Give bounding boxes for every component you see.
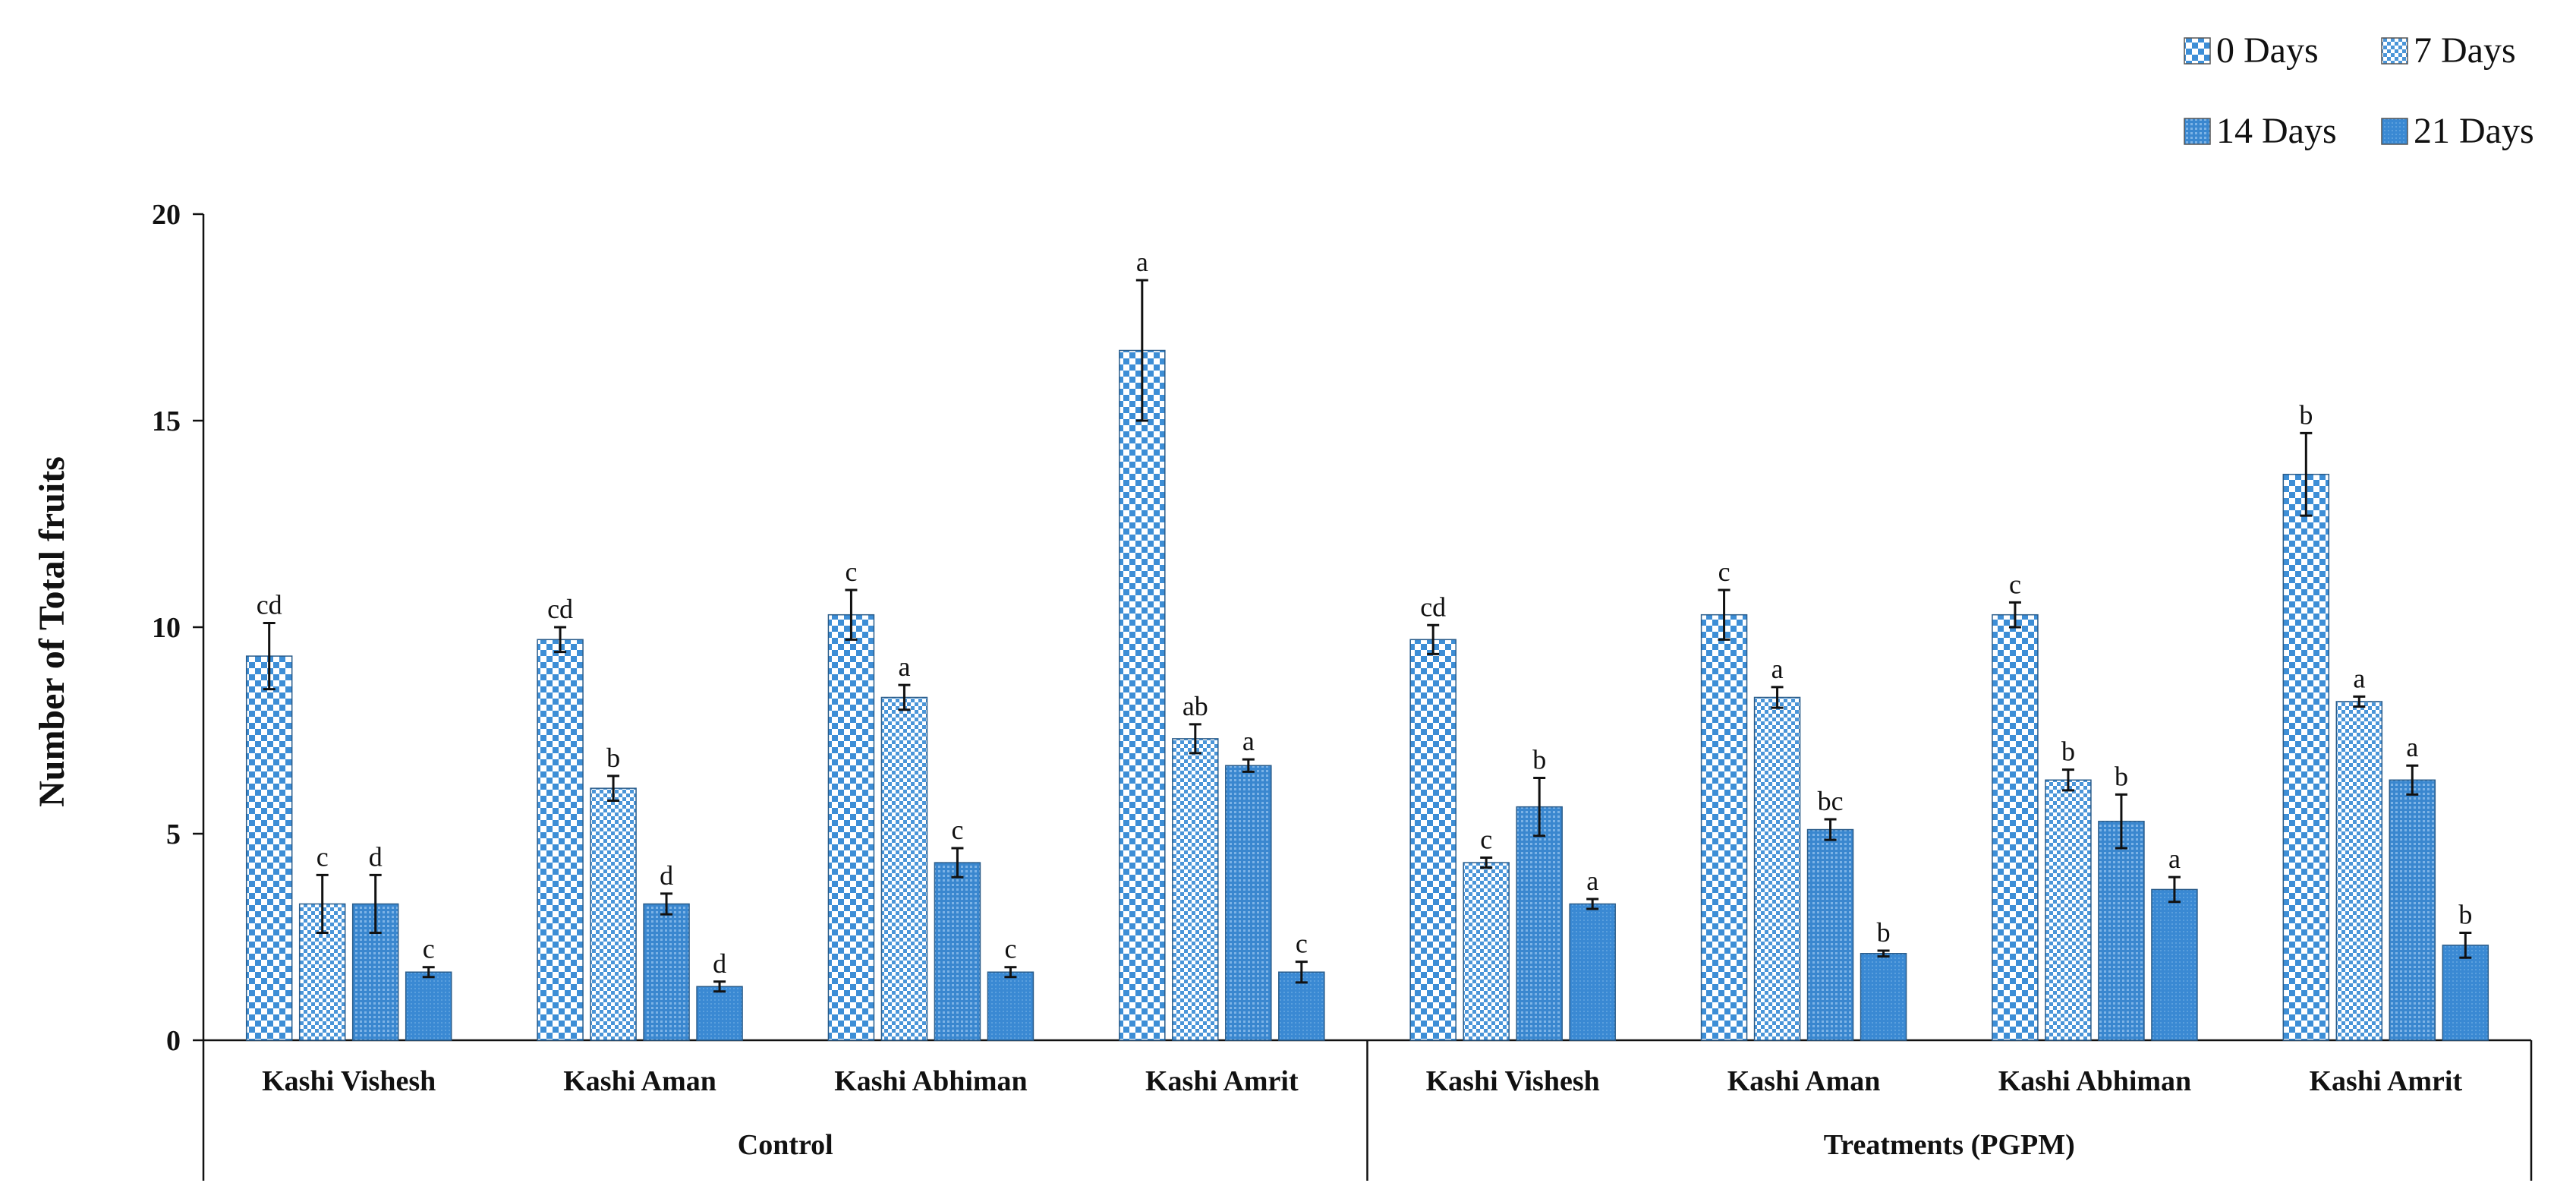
significance-label: b bbox=[2299, 399, 2313, 430]
bar-14-days bbox=[1225, 765, 1272, 1041]
group-labels: Control Treatments (PGPM) bbox=[738, 1129, 2075, 1161]
significance-label: c bbox=[423, 934, 435, 964]
bar-7-days bbox=[2045, 779, 2092, 1041]
legend-item-21-days: 21 Days bbox=[2381, 111, 2534, 151]
bar-21-days bbox=[405, 971, 452, 1041]
significance-label: c bbox=[1004, 934, 1016, 964]
bar-14-days bbox=[1806, 828, 1854, 1041]
legend-swatch-14-days bbox=[2184, 118, 2211, 145]
category-label: Kashi Aman bbox=[563, 1065, 716, 1097]
bar-0-days bbox=[1409, 639, 1456, 1041]
significance-label: a bbox=[898, 651, 910, 682]
y-tick-label: 15 bbox=[152, 405, 181, 437]
significance-label: b bbox=[606, 743, 620, 773]
bar-0-days bbox=[1700, 614, 1748, 1041]
group-label: Control bbox=[738, 1129, 833, 1161]
significance-label: b bbox=[2458, 900, 2472, 930]
significance-label: c bbox=[2009, 569, 2021, 599]
significance-label: c bbox=[1718, 557, 1730, 587]
legend-label-0-days: 0 Days bbox=[2216, 30, 2319, 71]
bar-21-days bbox=[2442, 945, 2489, 1041]
bar-7-days bbox=[2335, 701, 2383, 1041]
significance-label: ab bbox=[1183, 691, 1208, 721]
legend-label-7-days: 7 Days bbox=[2414, 30, 2516, 71]
group-label: Treatments (PGPM) bbox=[1824, 1129, 2075, 1161]
bar-0-days bbox=[245, 655, 293, 1041]
bar-21-days bbox=[1569, 903, 1616, 1041]
error-bars bbox=[263, 279, 2472, 993]
bar-0-days bbox=[1119, 349, 1166, 1041]
significance-label: cd bbox=[1420, 592, 1446, 622]
significance-label: b bbox=[1877, 917, 1891, 948]
significance-label: c bbox=[1480, 825, 1492, 855]
legend-item-7-days: 7 Days bbox=[2381, 30, 2516, 71]
bar-0-days bbox=[1992, 614, 2039, 1041]
significance-label: c bbox=[845, 557, 857, 587]
legend-label-14-days: 14 Days bbox=[2216, 111, 2337, 151]
bar-21-days bbox=[696, 986, 743, 1041]
significance-label: b bbox=[1532, 745, 1546, 775]
significance-label: cd bbox=[257, 590, 282, 620]
significance-label: cd bbox=[547, 594, 573, 624]
bar-14-days bbox=[1516, 806, 1563, 1041]
bar-14-days bbox=[934, 862, 981, 1041]
significance-label: a bbox=[2168, 844, 2181, 874]
bar-7-days bbox=[1753, 696, 1801, 1041]
significance-label: a bbox=[1586, 866, 1598, 896]
bar-0-days bbox=[537, 639, 584, 1041]
category-label: Kashi Aman bbox=[1727, 1065, 1881, 1097]
significance-label: a bbox=[2406, 732, 2418, 762]
legend-item-0-days: 0 Days bbox=[2184, 30, 2319, 71]
significance-label: d bbox=[369, 841, 383, 872]
bar-7-days bbox=[1172, 738, 1219, 1041]
category-label: Kashi Abhiman bbox=[1998, 1065, 2192, 1097]
legend-label-21-days: 21 Days bbox=[2414, 111, 2534, 151]
bars bbox=[245, 349, 2489, 1041]
legend-swatch-7-days bbox=[2381, 37, 2408, 65]
category-label: Kashi Amrit bbox=[1145, 1065, 1299, 1097]
bar-14-days bbox=[2389, 779, 2436, 1041]
significance-label: a bbox=[1242, 726, 1255, 756]
bar-7-days bbox=[1463, 862, 1510, 1041]
significance-label: d bbox=[713, 948, 726, 979]
category-labels: Kashi Vishesh Kashi Aman Kashi Abhiman Kash… bbox=[262, 1065, 2462, 1097]
significance-label: c bbox=[951, 815, 963, 845]
y-axis-title: Number of Total fruits bbox=[32, 456, 72, 807]
legend-swatch-21-days bbox=[2381, 118, 2408, 145]
significance-label: c bbox=[316, 841, 329, 872]
significance-label: b bbox=[2061, 737, 2075, 767]
significance-label: c bbox=[1296, 929, 1308, 959]
category-label: Kashi Amrit bbox=[2310, 1065, 2463, 1097]
bar-14-days bbox=[2098, 820, 2145, 1041]
bar-0-days bbox=[827, 614, 875, 1041]
bar-21-days bbox=[1278, 971, 1325, 1041]
bar-14-days bbox=[643, 903, 690, 1041]
y-tick-label: 0 bbox=[166, 1025, 181, 1057]
legend: 0 Days 7 Days 14 Days 21 Days bbox=[2184, 30, 2534, 151]
y-tick-label: 20 bbox=[152, 199, 181, 231]
legend-item-14-days: 14 Days bbox=[2184, 111, 2337, 151]
y-tick-label: 10 bbox=[152, 612, 181, 644]
significance-label: d bbox=[660, 860, 673, 891]
bar-21-days bbox=[2151, 888, 2198, 1041]
significance-label: a bbox=[1771, 654, 1784, 684]
y-axis-ticks: 0 5 10 15 20 bbox=[152, 199, 203, 1057]
significance-label: bc bbox=[1818, 786, 1844, 816]
significance-label: a bbox=[1136, 247, 1148, 277]
category-label: Kashi Abhiman bbox=[834, 1065, 1028, 1097]
y-tick-label: 5 bbox=[166, 819, 181, 850]
bar-21-days bbox=[1860, 953, 1907, 1041]
category-label: Kashi Vishesh bbox=[1426, 1065, 1600, 1097]
legend-swatch-0-days bbox=[2184, 37, 2211, 65]
significance-label: a bbox=[2353, 663, 2365, 693]
bar-0-days bbox=[2282, 473, 2330, 1041]
significance-label: b bbox=[2115, 761, 2128, 791]
bar-21-days bbox=[987, 971, 1034, 1041]
category-label: Kashi Vishesh bbox=[262, 1065, 436, 1097]
bar-7-days bbox=[880, 696, 928, 1041]
bar-7-days bbox=[590, 787, 637, 1041]
